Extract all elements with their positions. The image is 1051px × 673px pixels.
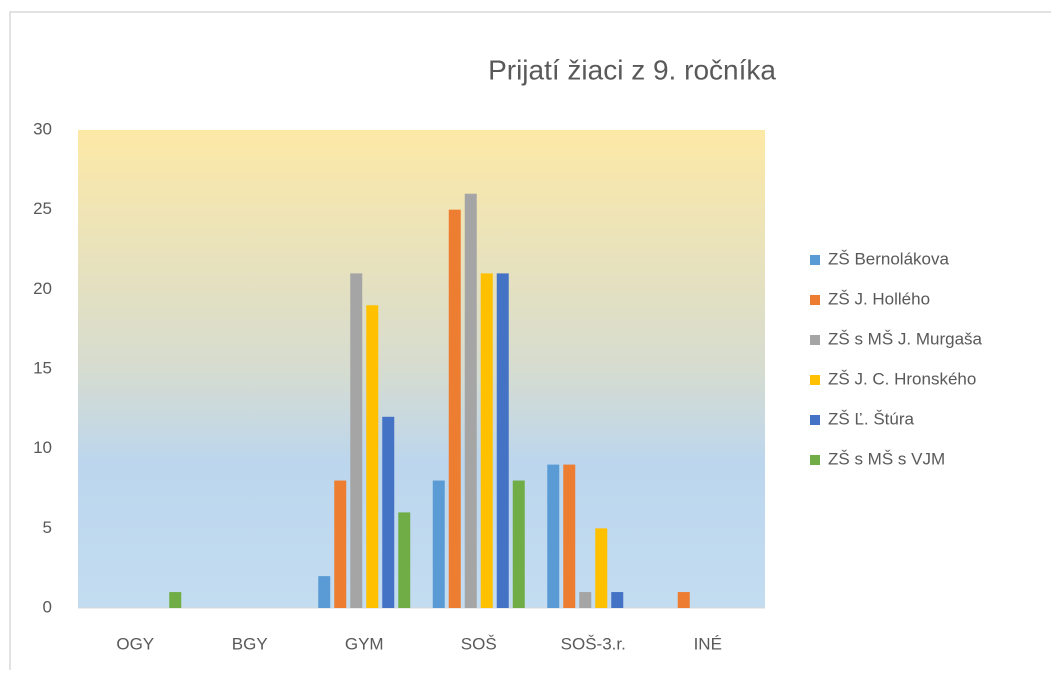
bar [563, 464, 576, 608]
bar [547, 464, 560, 608]
plot-area [78, 130, 765, 608]
bar [579, 592, 592, 608]
legend-swatch [810, 415, 820, 425]
bar [677, 592, 690, 608]
legend-swatch [810, 375, 820, 385]
bar [350, 273, 363, 608]
legend-swatch [810, 335, 820, 345]
x-tick-label: OGY [116, 634, 154, 653]
bar [382, 416, 395, 608]
chart-frame [9, 11, 1051, 670]
bar [611, 592, 624, 608]
y-tick-label: 5 [43, 518, 52, 537]
legend-label: ZŠ Bernolákova [828, 249, 949, 268]
bar [480, 273, 493, 608]
bar [366, 305, 379, 608]
y-tick-label: 20 [33, 279, 52, 298]
legend-swatch [810, 295, 820, 305]
legend-label: ZŠ s MŠ J. Murgaša [828, 329, 983, 348]
legend-label: ZŠ Ľ. Štúra [828, 409, 915, 428]
y-tick-label: 10 [33, 438, 52, 457]
bar [496, 273, 509, 608]
y-tick-label: 25 [33, 199, 52, 218]
bar [318, 576, 331, 608]
bar [432, 480, 445, 608]
x-tick-label: INÉ [694, 634, 722, 653]
bar [398, 512, 411, 608]
bar [595, 528, 608, 608]
legend-swatch [810, 455, 820, 465]
x-tick-label: SOŠ [461, 634, 497, 653]
legend-label: ZŠ J. C. Hronského [828, 369, 976, 388]
bar [334, 480, 347, 608]
x-tick-label: SOŠ-3.r. [561, 634, 626, 653]
bar [512, 480, 525, 608]
legend-swatch [810, 255, 820, 265]
x-tick-label: BGY [232, 634, 268, 653]
y-tick-label: 15 [33, 358, 52, 377]
bar [464, 193, 477, 608]
y-tick-label: 0 [43, 597, 52, 616]
y-tick-label: 30 [33, 119, 52, 138]
bar [169, 592, 182, 608]
legend-label: ZŠ s MŠ s VJM [828, 449, 945, 468]
legend-label: ZŠ J. Hollého [828, 289, 930, 308]
chart-title: Prijatí žiaci z 9. ročníka [488, 54, 776, 85]
x-tick-label: GYM [345, 634, 384, 653]
bar [448, 209, 461, 608]
